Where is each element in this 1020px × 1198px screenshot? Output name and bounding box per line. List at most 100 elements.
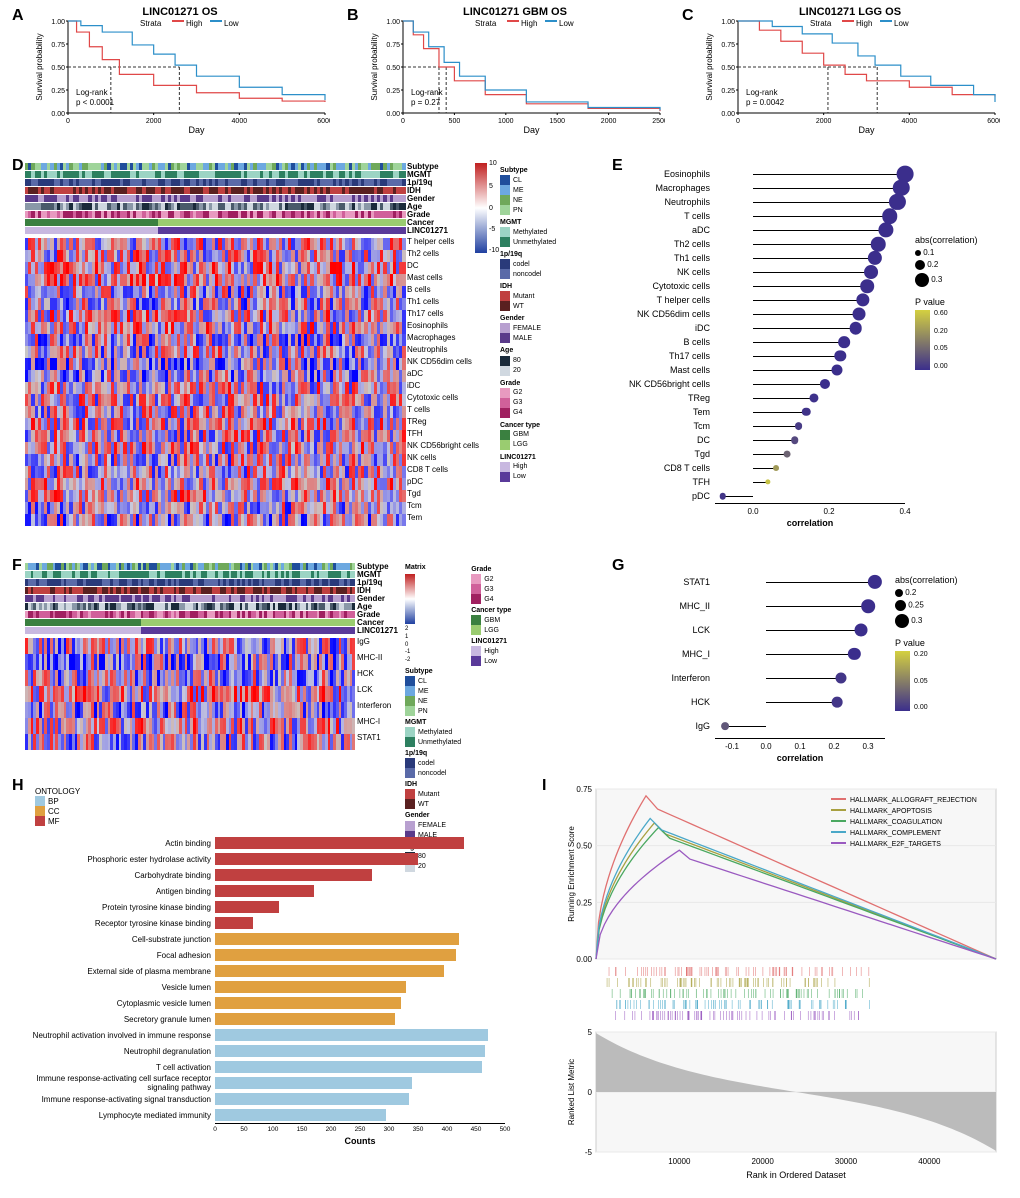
lollipop-label: NK CD56bright cells <box>615 379 715 389</box>
bar-row: T cell activation <box>25 1059 515 1075</box>
km-plot-b: LINC01271 GBM OSStrataHighLow0.000.250.5… <box>365 5 665 135</box>
lollipop-label: TReg <box>615 393 715 403</box>
lollipop-label: DC <box>615 435 715 445</box>
lollipop-row: HCK <box>615 690 885 714</box>
lollipop-label: Tem <box>615 407 715 417</box>
svg-text:0.50: 0.50 <box>576 842 592 851</box>
panel-g: G STAT1MHC_IILCKMHC_IInterferonHCKIgG-0.… <box>610 555 1010 765</box>
svg-text:0.25: 0.25 <box>386 88 400 95</box>
svg-text:Strata: Strata <box>140 19 162 28</box>
lollipop-label: iDC <box>615 323 715 333</box>
svg-text:0.50: 0.50 <box>386 65 400 72</box>
svg-text:10000: 10000 <box>668 1157 691 1166</box>
svg-text:1.00: 1.00 <box>386 19 400 26</box>
svg-text:6000: 6000 <box>317 118 330 125</box>
lollipop-label: Eosinophils <box>615 169 715 179</box>
svg-text:-5: -5 <box>585 1148 593 1157</box>
lollipop-row: LCK <box>615 618 885 642</box>
panel-h-label: H <box>12 777 24 795</box>
svg-text:0.25: 0.25 <box>576 898 592 907</box>
lollipop-row: NK CD56dim cells <box>615 307 905 321</box>
annot-row <box>25 595 355 602</box>
svg-text:4000: 4000 <box>902 118 918 125</box>
lollipop-row: Macrophages <box>615 181 905 195</box>
heatmap-f <box>25 563 355 750</box>
lollipop-label: TFH <box>615 477 715 487</box>
bar-row: Neutrophil degranulation <box>25 1043 515 1059</box>
panel-h: H ONTOLOGYBPCCMF Actin bindingPhosphoric… <box>10 775 530 1185</box>
svg-text:0: 0 <box>401 118 405 125</box>
heatmap-row <box>25 286 405 298</box>
svg-text:0: 0 <box>66 118 70 125</box>
lollipop-label: Cytotoxic cells <box>615 281 715 291</box>
lollipop-row: MHC_II <box>615 594 885 618</box>
svg-text:1.00: 1.00 <box>51 19 65 26</box>
svg-text:30000: 30000 <box>835 1157 858 1166</box>
bar-row: Immune response-activating signal transd… <box>25 1091 515 1107</box>
lollipop-row: pDC <box>615 489 905 503</box>
svg-text:0.00: 0.00 <box>51 111 65 118</box>
bar-row: Focal adhesion <box>25 947 515 963</box>
annot-row <box>25 179 405 186</box>
lollipop-row: Mast cells <box>615 363 905 377</box>
bar-row: Lymphocyte mediated immunity <box>25 1107 515 1123</box>
svg-text:20000: 20000 <box>752 1157 775 1166</box>
svg-text:2500: 2500 <box>652 118 665 125</box>
km-plot-a: LINC01271 OSStrataHighLow0.000.250.500.7… <box>30 5 330 135</box>
annot-row <box>25 187 405 194</box>
svg-text:Log-rank: Log-rank <box>746 88 779 97</box>
svg-text:p < 0.0001: p < 0.0001 <box>76 98 115 107</box>
lollipop-row: T helper cells <box>615 293 905 307</box>
svg-text:p = 0.27: p = 0.27 <box>411 98 441 107</box>
heatmap-d <box>25 163 405 526</box>
svg-text:Strata: Strata <box>475 19 497 28</box>
bar-row: Antigen binding <box>25 883 515 899</box>
svg-text:High: High <box>186 19 202 28</box>
svg-text:HALLMARK_E2F_TARGETS: HALLMARK_E2F_TARGETS <box>850 841 941 848</box>
lollipop-row: STAT1 <box>615 570 885 594</box>
heatmap-row <box>25 298 405 310</box>
heatmap-row <box>25 702 355 718</box>
annot-row <box>25 571 355 578</box>
heatmap-row <box>25 670 355 686</box>
bar-row: Cytoplasmic vesicle lumen <box>25 995 515 1011</box>
bar-row: External side of plasma membrane <box>25 963 515 979</box>
annot-row <box>25 203 405 210</box>
bar-row: Secretory granule lumen <box>25 1011 515 1027</box>
lollipop-row: Cytotoxic cells <box>615 279 905 293</box>
bar-row: Actin binding <box>25 835 515 851</box>
heatmap-d-colorbar: 10 5 0 -5 -10 <box>475 163 487 253</box>
lollipop-label: Macrophages <box>615 183 715 193</box>
lollipop-label: Th1 cells <box>615 253 715 263</box>
svg-text:1500: 1500 <box>549 118 565 125</box>
svg-text:Survival probability: Survival probability <box>35 33 44 100</box>
lollipop-label: B cells <box>615 337 715 347</box>
svg-text:LINC01271 LGG OS: LINC01271 LGG OS <box>799 6 901 18</box>
lollipop-label: NK CD56dim cells <box>615 309 715 319</box>
annot-row <box>25 171 405 178</box>
svg-text:500: 500 <box>449 118 461 125</box>
annot-row <box>25 587 355 594</box>
lollipop-row: Th2 cells <box>615 237 905 251</box>
heatmap-row <box>25 418 405 430</box>
heatmap-row <box>25 322 405 334</box>
panel-d: D SubtypeMGMT1p/19qIDHGenderAgeGradeCanc… <box>10 155 600 545</box>
svg-text:2000: 2000 <box>601 118 617 125</box>
annot-row <box>25 603 355 610</box>
lollipop-row: Tem <box>615 405 905 419</box>
annot-row <box>25 219 405 226</box>
panel-c: C LINC01271 LGG OSStrataHighLow0.000.250… <box>680 5 1000 150</box>
svg-text:0.75: 0.75 <box>576 785 592 794</box>
annot-row <box>25 619 355 626</box>
heatmap-row <box>25 718 355 734</box>
heatmap-row <box>25 490 405 502</box>
svg-text:0: 0 <box>588 1088 593 1097</box>
heatmap-row <box>25 262 405 274</box>
lollipop-row: TReg <box>615 391 905 405</box>
panel-i: I 0.000.250.500.75HALLMARK_ALLOGRAFT_REJ… <box>540 775 1010 1185</box>
heatmap-row <box>25 734 355 750</box>
lollipop-e-legend: abs(correlation) 0.1 0.2 0.3P value0.600… <box>915 235 978 370</box>
svg-text:Strata: Strata <box>810 19 832 28</box>
heatmap-row <box>25 454 405 466</box>
svg-text:1000: 1000 <box>498 118 514 125</box>
